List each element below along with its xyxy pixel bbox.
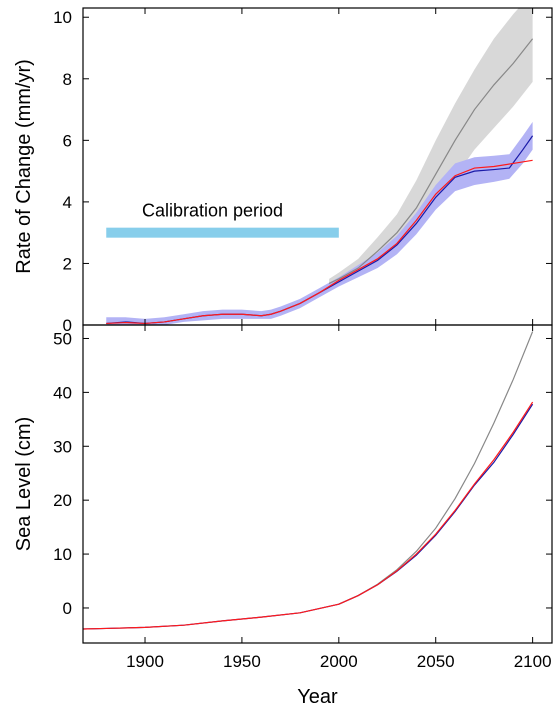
y-tick-label: 40 xyxy=(53,383,72,402)
y-tick-label: 0 xyxy=(63,316,72,335)
x-tick-label: 2050 xyxy=(417,652,455,671)
y-tick-label: 8 xyxy=(63,70,72,89)
y-tick-label: 6 xyxy=(63,131,72,150)
x-tick-label: 1950 xyxy=(223,652,261,671)
x-tick-label: 2100 xyxy=(514,652,552,671)
x-tick-label: 2000 xyxy=(320,652,358,671)
sea-level-panel: 0 10 20 30 40 50 1900 1950 2000 2050 2100 Sea Level… xyxy=(13,324,553,708)
y-tick-label: 0 xyxy=(63,599,72,618)
projection-red-line xyxy=(83,401,534,630)
calibration-bar xyxy=(106,227,339,238)
plot-area xyxy=(106,8,534,325)
projection-blue-line xyxy=(83,403,534,630)
x-axis-title: Year xyxy=(297,686,338,708)
ensemble-b-line xyxy=(328,38,534,284)
y-tick-label: 30 xyxy=(53,437,72,456)
y-tick-label: 20 xyxy=(53,491,72,510)
y-tick-label: 10 xyxy=(53,8,72,27)
rate-of-change-panel: Calibration period 0 2 4 6 8 10 Rate of Change … xyxy=(13,7,553,335)
y-axis-title: Rate of Change (mm/yr) xyxy=(13,59,35,274)
y-axis-title: Sea Level (cm) xyxy=(13,417,35,552)
y-tick-label: 4 xyxy=(63,193,72,212)
ensemble-b-band xyxy=(329,8,533,289)
plot-area xyxy=(83,331,534,630)
y-tick-label: 50 xyxy=(53,329,72,348)
y-tick-label: 2 xyxy=(63,254,72,273)
x-tick-label: 1900 xyxy=(126,652,164,671)
y-tick-label: 10 xyxy=(53,545,72,564)
plot-frame xyxy=(82,324,553,644)
projection-red-line xyxy=(106,159,533,325)
calibration-label: Calibration period xyxy=(142,201,283,221)
ensemble-b-line xyxy=(338,331,534,605)
